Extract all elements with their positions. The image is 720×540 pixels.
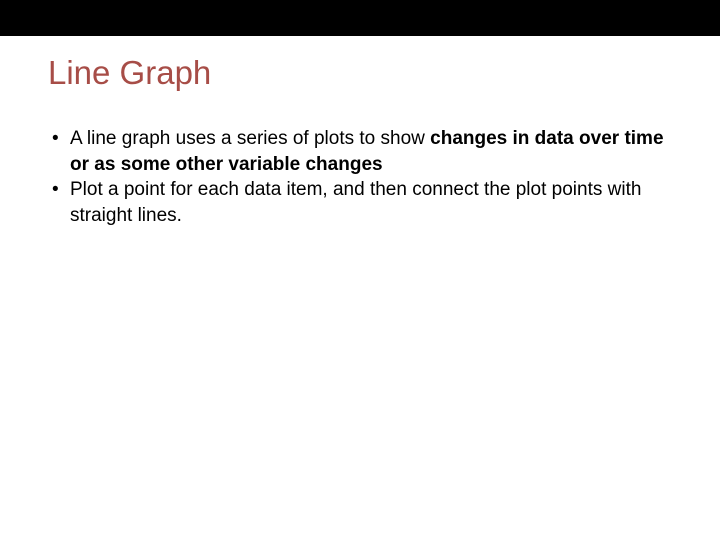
bullet-marker-icon: •	[52, 126, 70, 152]
bullet-item: • A line graph uses a series of plots to…	[52, 126, 672, 177]
bullet-prefix: A line graph uses a series of plots to s…	[70, 128, 430, 149]
bullet-prefix: Plot a point for each data item, and the…	[70, 179, 641, 226]
bullet-list: • A line graph uses a series of plots to…	[48, 126, 672, 229]
slide-content: Line Graph • A line graph uses a series …	[0, 36, 720, 229]
bullet-marker-icon: •	[52, 177, 70, 203]
bullet-text: Plot a point for each data item, and the…	[70, 177, 672, 228]
bullet-text: A line graph uses a series of plots to s…	[70, 126, 672, 177]
slide-title: Line Graph	[48, 54, 672, 92]
bullet-item: • Plot a point for each data item, and t…	[52, 177, 672, 228]
top-bar	[0, 0, 720, 36]
